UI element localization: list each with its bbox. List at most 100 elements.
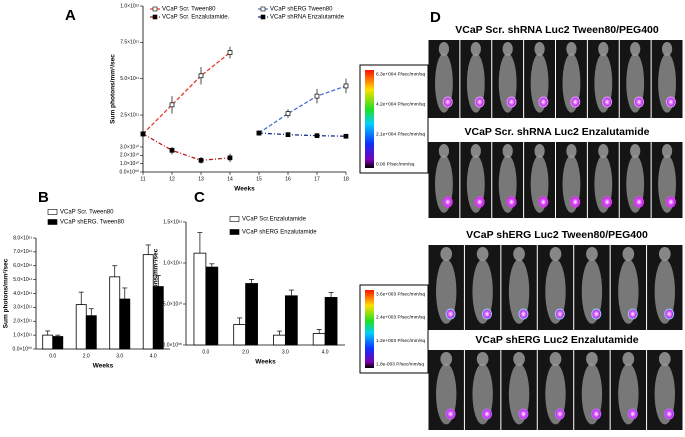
marker	[343, 83, 349, 89]
signal-spot	[442, 96, 453, 108]
signal-spot	[591, 408, 602, 420]
y-tick-label: 6.0×10¹¹	[13, 263, 32, 269]
signal-spot	[570, 96, 581, 108]
signal-spot	[518, 408, 529, 420]
mouse-head	[586, 247, 598, 261]
bar	[75, 304, 87, 350]
legend-label: VCaP Scr. Tween80	[162, 7, 216, 13]
bar	[85, 315, 97, 350]
y-tick-label: 5.0×10¹¹	[120, 76, 139, 82]
marker	[285, 132, 291, 137]
series-line	[142, 133, 231, 161]
legend-swatch	[229, 216, 240, 222]
panel-d-title: VCaP Scr. shRNA Luc2 Enzalutamide	[465, 126, 650, 138]
y-axis-title: Sum photons/mm²/sec	[110, 54, 117, 124]
mouse-head	[549, 352, 562, 366]
signal-spot	[482, 308, 493, 320]
y-axis-title: Sum photons/mm²/sec	[153, 248, 160, 318]
y-tick-label: 3.0×10¹¹	[13, 305, 32, 311]
colorbar-label: 4.2e+004 P/sec/mm/sq	[376, 101, 426, 107]
signal-spot	[627, 308, 638, 320]
panel-label: B	[38, 189, 49, 206]
colorbar	[359, 284, 429, 374]
mouse-head	[513, 247, 525, 261]
x-axis-title: Weeks	[93, 363, 114, 370]
mouse-head	[549, 247, 562, 261]
series-line	[258, 85, 347, 134]
signal-spot	[538, 196, 549, 208]
legend-swatch	[47, 209, 58, 215]
mouse-head	[658, 247, 671, 261]
mouse-head	[440, 247, 453, 261]
y-axis-title: Sum photons/mm²/sec	[3, 258, 10, 328]
x-tick-label: 4.0	[150, 353, 157, 359]
colorbar-label: 1.2e+003 P/sec/mm/sq	[376, 338, 426, 344]
marker	[198, 157, 204, 163]
panel-label: A	[65, 7, 76, 24]
legend-label: VCaP shERG Enzalutamide	[242, 230, 317, 236]
y-tick-label: 7.5×10¹¹	[120, 40, 139, 46]
y-tick-label: 3.0×10¹⁰	[120, 144, 139, 150]
signal-spot	[634, 196, 645, 208]
signal-spot	[602, 96, 613, 108]
marker	[343, 133, 349, 139]
imaging-panel: VCaP Scr. shRNA Luc2 Tween80/PEG400 VCaP …	[428, 24, 683, 430]
legend-marker	[152, 6, 158, 12]
mouse-head	[476, 352, 489, 366]
mouse-head	[476, 247, 489, 261]
bar	[324, 297, 338, 346]
bar	[245, 283, 258, 346]
marker	[227, 155, 233, 161]
bar	[312, 333, 326, 346]
y-tick-label: 4.0×10¹¹	[13, 291, 32, 297]
signal-spot	[474, 196, 485, 208]
panel-d-title: VCaP Scr. shRNA Luc2 Tween80/PEG400	[455, 24, 659, 36]
series-line	[142, 52, 231, 135]
y-tick-label: 1.5×10¹¹	[163, 219, 182, 225]
marker	[169, 147, 175, 153]
x-tick-label: 0.0	[202, 349, 209, 355]
series-line	[258, 132, 347, 137]
signal-spot	[538, 96, 549, 108]
panel-d-title: VCaP shERG Luc2 Tween80/PEG400	[466, 229, 648, 241]
colorbar-label: 1.8e-003 P/sec/mm/sq	[376, 361, 424, 367]
mouse-head	[658, 352, 671, 366]
y-tick-label: 5.0×10¹¹	[13, 277, 32, 283]
x-tick-label: 2.0	[242, 349, 249, 355]
x-tick-label: 3.0	[282, 349, 289, 355]
colorbar-gradient	[365, 70, 374, 168]
y-tick-label: 0.0×10⁰⁰	[120, 169, 139, 175]
mouse-body	[508, 259, 530, 324]
legend-marker	[260, 14, 266, 20]
mouse-head	[534, 42, 545, 56]
signal-spot	[627, 408, 638, 420]
marker	[169, 102, 175, 108]
x-axis-title: Weeks	[255, 359, 276, 366]
mouse-head	[566, 144, 577, 158]
mouse-body	[545, 259, 566, 324]
y-tick-label: 1.0×10¹⁰	[120, 161, 139, 167]
bar	[42, 334, 54, 350]
mouse-head	[598, 144, 609, 158]
bar	[284, 295, 298, 346]
bar	[205, 266, 219, 346]
mouse-head	[470, 144, 481, 158]
marker	[140, 131, 146, 137]
y-tick-label: 1.0×10¹¹	[13, 332, 32, 338]
legend-label: VCaP shRNA Enzalutamide	[270, 15, 345, 21]
marker	[256, 130, 262, 136]
y-tick-label: 1.0×10¹¹	[163, 260, 182, 266]
panel-label: D	[430, 9, 441, 26]
marker	[285, 111, 291, 116]
y-tick-label: 7.0×10¹¹	[13, 249, 32, 255]
marker	[314, 93, 320, 99]
bar	[119, 298, 131, 350]
panel-label: C	[194, 189, 205, 206]
legend-label: VCaP shERG. Tween80	[60, 220, 125, 226]
bar	[193, 252, 207, 346]
y-tick-label: 2.5×10¹¹	[120, 112, 139, 118]
signal-spot	[554, 308, 565, 320]
mouse-head	[661, 144, 673, 158]
mouse-head	[502, 42, 513, 56]
